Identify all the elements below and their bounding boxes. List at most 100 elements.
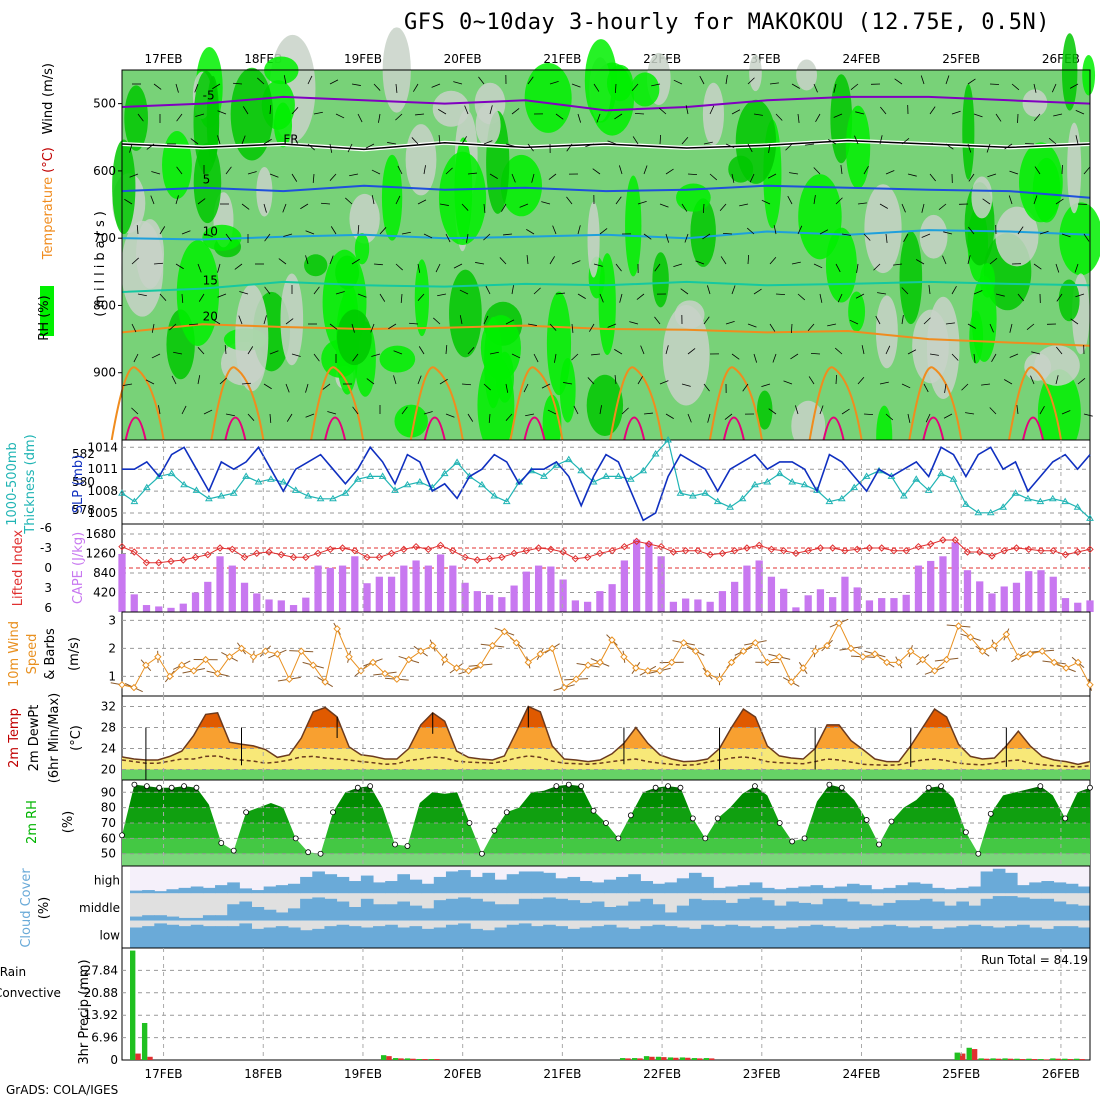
li-point — [510, 549, 518, 558]
y-tick-label: 600 — [93, 164, 116, 178]
cape-bar — [302, 597, 310, 612]
cape-bar — [988, 593, 996, 612]
wind-barb — [511, 285, 514, 295]
cape-bar — [1037, 570, 1045, 612]
wind-barb — [176, 113, 183, 122]
cloud-cell — [810, 885, 824, 894]
thickness-point — [701, 489, 710, 496]
thickness-point — [726, 503, 734, 510]
li-point — [681, 546, 690, 555]
wind-speed-point — [201, 655, 210, 664]
wind-barb — [861, 345, 865, 355]
wind-barb — [505, 143, 515, 147]
wind-barb — [264, 233, 271, 242]
wind-barb — [393, 375, 397, 385]
rh-ylabel: (%) — [61, 811, 76, 834]
wind-barb — [921, 203, 925, 213]
wind-barb — [269, 104, 272, 115]
wind-barb — [305, 255, 309, 265]
li-point — [816, 544, 825, 552]
wind-barb — [371, 195, 375, 205]
wind-barb — [194, 83, 199, 93]
wind-barb — [685, 105, 689, 115]
precip-total-bar — [667, 1057, 674, 1060]
wind-barb — [329, 323, 338, 330]
wind-barb — [787, 195, 793, 205]
wind-barb — [158, 405, 161, 415]
wind-barb — [879, 203, 888, 209]
thickness-point — [279, 478, 288, 485]
cloud-cell — [932, 887, 945, 894]
thickness-point — [800, 480, 809, 488]
precip-total-bar — [1038, 1059, 1044, 1060]
wind-barb — [357, 113, 363, 123]
wind-barb — [131, 257, 139, 265]
li-point — [265, 548, 273, 556]
wind-barb — [945, 75, 950, 85]
wind-barb — [775, 293, 786, 296]
wind-barb — [413, 83, 419, 92]
cloud-cell — [798, 902, 812, 921]
wind-barb — [877, 292, 887, 295]
rh-point — [603, 820, 609, 826]
cloud-cell — [433, 927, 447, 948]
dewpoint-line — [121, 755, 1091, 768]
wind-barb — [1061, 410, 1071, 415]
temp-ylabel: 2m Temp — [7, 708, 22, 768]
wind-barb — [408, 322, 419, 325]
li-point — [559, 548, 567, 556]
cape-bar — [963, 570, 972, 612]
wind-barb — [1017, 226, 1024, 235]
wind-speed-point — [632, 664, 640, 672]
wind-barb — [857, 202, 867, 205]
thickness-point — [962, 500, 970, 507]
cloud-cell — [798, 926, 812, 948]
wind-barb — [159, 226, 166, 235]
wind-barb — [673, 263, 683, 268]
wind-barb — [684, 233, 689, 243]
precip-convective-bar — [959, 1053, 966, 1060]
wind-barb — [411, 137, 419, 145]
cloud-cell — [944, 905, 957, 921]
cape-bar — [363, 583, 371, 612]
cloud-cell — [1029, 927, 1042, 948]
rh-point — [181, 783, 187, 790]
precip-convective-bar — [971, 1049, 978, 1060]
wind-barb — [767, 173, 777, 179]
wind-barb — [247, 346, 254, 355]
wind-barb — [461, 136, 467, 145]
wind-barb — [614, 375, 617, 385]
wind-barb — [593, 83, 600, 92]
wind-barb — [238, 315, 243, 325]
rh-point — [193, 784, 200, 791]
wind-speed-point — [668, 658, 676, 667]
wind-speed-point — [381, 669, 389, 678]
li-point — [130, 548, 138, 556]
thickness-point — [924, 486, 933, 493]
wind-barb — [461, 203, 469, 211]
wind-barb — [879, 135, 883, 145]
cloud-cell — [543, 924, 556, 948]
cloud-cell — [287, 927, 301, 948]
precip-total-bar — [130, 950, 136, 1060]
cloud-cell — [385, 904, 398, 921]
cloud-cell — [992, 927, 1006, 948]
wind-speed-point — [225, 653, 234, 661]
cloud-cell — [725, 924, 739, 948]
cloud-cell — [968, 924, 982, 948]
rh-point — [975, 850, 982, 857]
precip-total-bar — [404, 1058, 411, 1060]
li-point — [547, 545, 555, 554]
rh-point — [987, 810, 994, 817]
wind-barb — [687, 173, 698, 176]
cloud-cell — [628, 901, 641, 921]
temperature-contour-label: 10 — [203, 225, 218, 239]
wind-speed-point — [405, 655, 413, 664]
cloud-cell — [774, 889, 787, 894]
wind-barb — [197, 375, 201, 385]
cloud-cell — [676, 878, 690, 894]
wind-barb — [488, 413, 491, 424]
wind-barb — [1070, 318, 1079, 325]
rh-point — [888, 818, 895, 825]
rh-point — [801, 835, 808, 842]
